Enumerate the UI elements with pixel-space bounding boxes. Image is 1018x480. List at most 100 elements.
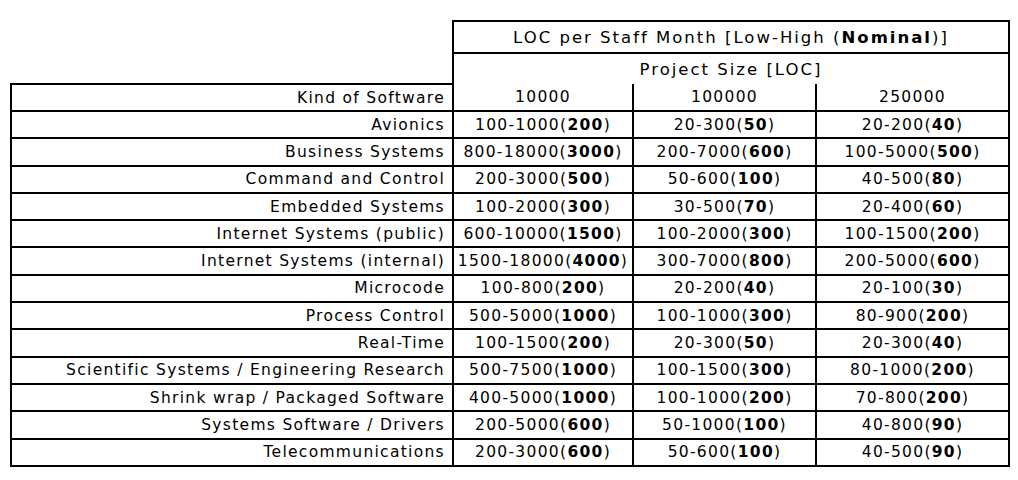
loc-nominal: 70 bbox=[744, 198, 768, 216]
loc-cell: 100-1500(300) bbox=[633, 357, 816, 384]
loc-range: 80-1000 bbox=[850, 361, 924, 379]
software-kind-label: Microcode bbox=[11, 275, 453, 302]
title-text: LOC per Staff Month [Low-High ( bbox=[513, 28, 841, 47]
column-header-row: Kind of Software 10000 100000 250000 bbox=[11, 84, 1009, 111]
software-kind-label: Real-Time bbox=[11, 329, 453, 356]
software-kind-label: Systems Software / Drivers bbox=[11, 411, 453, 438]
loc-range: 100-2000 bbox=[656, 225, 741, 243]
table-row: Systems Software / Drivers 200-5000(600)… bbox=[11, 411, 1009, 438]
loc-range: 100-1000 bbox=[656, 307, 741, 325]
loc-cell: 200-7000(600) bbox=[633, 138, 816, 165]
table-row: Real-Time 100-1500(200) 20-300(50) 20-30… bbox=[11, 329, 1009, 356]
paren-open: ( bbox=[730, 443, 737, 461]
loc-range: 100-1500 bbox=[845, 225, 930, 243]
loc-nominal: 600 bbox=[567, 443, 603, 461]
loc-nominal: 200 bbox=[931, 361, 967, 379]
paren-open: ( bbox=[560, 143, 567, 161]
loc-nominal: 30 bbox=[932, 279, 956, 297]
loc-range: 100-1500 bbox=[475, 334, 560, 352]
paren-close: ) bbox=[973, 143, 980, 161]
paren-close: ) bbox=[598, 279, 605, 297]
paren-close: ) bbox=[774, 170, 781, 188]
table-row: Internet Systems (public) 600-10000(1500… bbox=[11, 220, 1009, 247]
paren-close: ) bbox=[610, 389, 617, 407]
subtitle-row: Project Size [LOC] bbox=[11, 53, 1009, 84]
paren-close: ) bbox=[604, 416, 611, 434]
loc-cell: 80-900(200) bbox=[816, 302, 1009, 329]
title-suffix: )] bbox=[932, 28, 949, 47]
loc-cell: 40-800(90) bbox=[816, 411, 1009, 438]
loc-nominal: 1000 bbox=[561, 361, 609, 379]
paren-close: ) bbox=[604, 334, 611, 352]
paren-close: ) bbox=[768, 279, 775, 297]
loc-nominal: 50 bbox=[744, 334, 768, 352]
loc-range: 100-800 bbox=[481, 279, 555, 297]
table-row: Command and Control 200-3000(500) 50-600… bbox=[11, 166, 1009, 193]
table-row: Process Control 500-5000(1000) 100-1000(… bbox=[11, 302, 1009, 329]
loc-range: 30-500 bbox=[674, 198, 737, 216]
paren-close: ) bbox=[768, 198, 775, 216]
title-bold: Nominal bbox=[842, 28, 933, 47]
loc-range: 40-500 bbox=[862, 443, 925, 461]
loc-range: 1500-18000 bbox=[458, 252, 565, 270]
loc-cell: 100-2000(300) bbox=[453, 193, 633, 220]
loc-table: LOC per Staff Month [Low-High (Nominal)]… bbox=[10, 20, 1010, 467]
table-row: Microcode 100-800(200) 20-200(40) 20-100… bbox=[11, 275, 1009, 302]
loc-nominal: 100 bbox=[738, 443, 774, 461]
loc-range: 20-300 bbox=[674, 116, 737, 134]
paren-open: ( bbox=[930, 225, 937, 243]
loc-cell: 30-500(70) bbox=[633, 193, 816, 220]
paren-close: ) bbox=[962, 307, 969, 325]
software-kind-label: Internet Systems (internal) bbox=[11, 247, 453, 274]
loc-nominal: 600 bbox=[749, 143, 785, 161]
table-title: LOC per Staff Month [Low-High (Nominal)] bbox=[453, 21, 1009, 53]
paren-close: ) bbox=[973, 252, 980, 270]
paren-close: ) bbox=[610, 307, 617, 325]
loc-cell: 500-5000(1000) bbox=[453, 302, 633, 329]
loc-nominal: 200 bbox=[926, 389, 962, 407]
loc-nominal: 80 bbox=[932, 170, 956, 188]
loc-cell: 100-1000(200) bbox=[453, 111, 633, 138]
loc-range: 50-600 bbox=[668, 443, 731, 461]
loc-range: 300-7000 bbox=[656, 252, 741, 270]
paren-open: ( bbox=[560, 225, 567, 243]
paren-close: ) bbox=[973, 225, 980, 243]
loc-range: 20-400 bbox=[862, 198, 925, 216]
table-row: Avionics 100-1000(200) 20-300(50) 20-200… bbox=[11, 111, 1009, 138]
loc-range: 100-5000 bbox=[845, 143, 930, 161]
loc-range: 200-7000 bbox=[656, 143, 741, 161]
paren-open: ( bbox=[736, 279, 743, 297]
paren-close: ) bbox=[604, 198, 611, 216]
software-kind-label: Internet Systems (public) bbox=[11, 220, 453, 247]
blank-corner bbox=[11, 21, 453, 53]
loc-cell: 50-1000(100) bbox=[633, 411, 816, 438]
loc-range: 500-5000 bbox=[469, 307, 554, 325]
loc-range: 100-1000 bbox=[656, 389, 741, 407]
loc-nominal: 1000 bbox=[561, 307, 609, 325]
loc-cell: 100-1500(200) bbox=[453, 329, 633, 356]
paren-open: ( bbox=[924, 170, 931, 188]
loc-nominal: 600 bbox=[937, 252, 973, 270]
loc-nominal: 200 bbox=[567, 116, 603, 134]
paren-close: ) bbox=[604, 443, 611, 461]
loc-nominal: 40 bbox=[932, 116, 956, 134]
loc-nominal: 200 bbox=[749, 389, 785, 407]
paren-open: ( bbox=[924, 443, 931, 461]
loc-cell: 80-1000(200) bbox=[816, 357, 1009, 384]
paren-close: ) bbox=[768, 116, 775, 134]
paren-close: ) bbox=[621, 252, 628, 270]
software-kind-label: Process Control bbox=[11, 302, 453, 329]
loc-cell: 100-800(200) bbox=[453, 275, 633, 302]
loc-nominal: 60 bbox=[932, 198, 956, 216]
software-kind-label: Command and Control bbox=[11, 166, 453, 193]
paren-open: ( bbox=[924, 334, 931, 352]
loc-cell: 1500-18000(4000) bbox=[453, 247, 633, 274]
paren-close: ) bbox=[604, 116, 611, 134]
loc-nominal: 1500 bbox=[567, 225, 615, 243]
paren-close: ) bbox=[785, 307, 792, 325]
loc-cell: 200-3000(600) bbox=[453, 439, 633, 466]
loc-cell: 20-300(50) bbox=[633, 111, 816, 138]
loc-cell: 40-500(80) bbox=[816, 166, 1009, 193]
paren-open: ( bbox=[930, 143, 937, 161]
paren-open: ( bbox=[736, 334, 743, 352]
